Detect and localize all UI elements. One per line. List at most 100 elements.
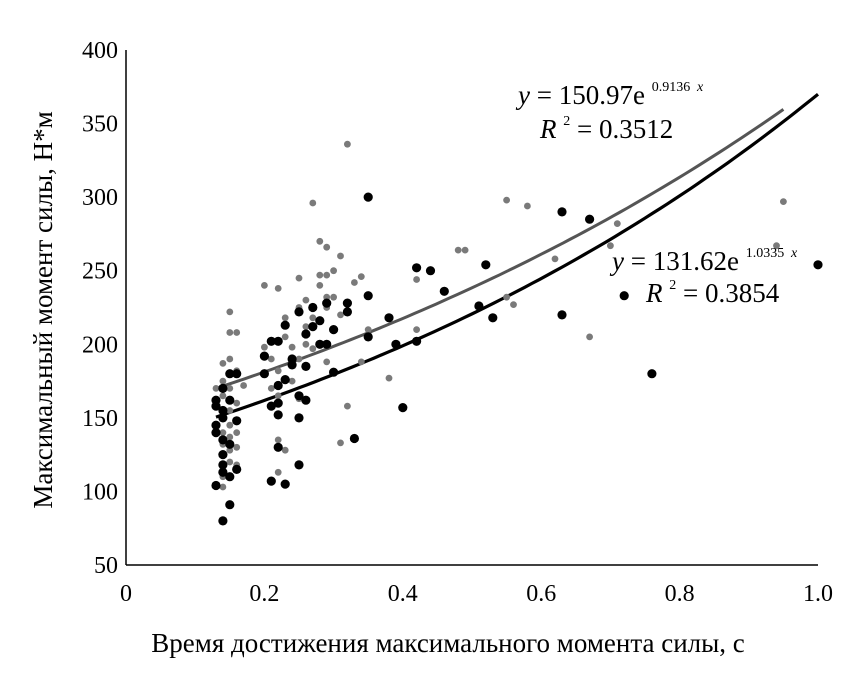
data-point-series-2 <box>218 383 228 393</box>
trend-lines <box>215 92 820 419</box>
data-point-series-1 <box>302 323 310 330</box>
equation-upper: y = 150.97e 0.9136 x <box>515 67 704 110</box>
data-point-series-1 <box>357 358 365 366</box>
data-point-series-1 <box>385 374 393 382</box>
data-point-series-1 <box>226 433 234 441</box>
r2-lower-value: = 0.3854 <box>683 278 780 308</box>
data-point-series-1 <box>219 392 227 400</box>
x-tick-label: 0.2 <box>249 581 279 607</box>
data-point-series-1 <box>607 242 614 250</box>
data-point-series-2 <box>218 413 228 423</box>
data-point-series-2 <box>301 361 311 371</box>
data-point-series-1 <box>323 271 331 279</box>
y-tick-label: 50 <box>94 553 118 579</box>
data-point-series-1 <box>316 282 324 289</box>
data-point-series-2 <box>273 442 283 452</box>
data-point-series-1 <box>274 436 282 444</box>
data-point-series-1 <box>240 382 248 389</box>
x-tick-label: 0.4 <box>388 581 418 607</box>
data-point-series-2 <box>218 450 228 460</box>
y-tick-label: 200 <box>82 332 118 358</box>
data-point-series-2 <box>211 428 221 438</box>
data-point-series-2 <box>259 351 269 361</box>
data-point-series-2 <box>218 435 228 445</box>
y-tick-label: 150 <box>82 406 118 432</box>
data-point-series-2 <box>813 260 823 270</box>
data-point-series-1 <box>295 355 303 363</box>
data-point-series-2 <box>412 336 422 346</box>
equation-upper-coef: 150.97e <box>559 80 645 110</box>
r2-upper: R 2 = 0.3512 <box>539 101 673 144</box>
data-point-series-2 <box>488 313 498 323</box>
data-point-series-1 <box>586 333 593 341</box>
data-point-series-2 <box>294 460 304 470</box>
data-point-series-1 <box>337 252 344 260</box>
data-point-series-1 <box>773 242 780 250</box>
data-point-series-2 <box>266 401 276 411</box>
data-point-series-2 <box>225 369 235 379</box>
data-point-series-2 <box>315 316 325 326</box>
x-axis-title: Время достижения максимального момента с… <box>151 628 745 658</box>
data-point-series-2 <box>273 380 283 391</box>
data-point-series-1 <box>461 246 469 254</box>
data-point-series-1 <box>613 220 621 228</box>
data-point-series-1 <box>274 285 282 292</box>
data-point-series-2 <box>301 329 311 339</box>
data-point-series-1 <box>337 439 344 447</box>
x-tick-label: 0.6 <box>526 581 556 607</box>
x-tick-label: 1.0 <box>803 581 833 607</box>
data-point-series-1 <box>344 402 351 410</box>
data-point-series-2 <box>412 263 422 273</box>
data-point-series-1 <box>323 358 331 366</box>
data-point-series-2 <box>322 339 332 349</box>
y-axis-title: Максимальный момент силы, Н*м <box>28 111 58 508</box>
data-point-series-2 <box>329 367 339 377</box>
data-point-series-2 <box>218 467 228 477</box>
data-point-series-2 <box>557 310 567 320</box>
data-point-series-2 <box>280 320 290 330</box>
data-point-series-1 <box>288 343 296 351</box>
y-tick-label: 350 <box>82 112 118 138</box>
data-point-series-2 <box>439 286 449 296</box>
data-point-series-1 <box>212 385 220 392</box>
data-point-series-1 <box>219 429 227 436</box>
trend-line-series-2 <box>215 92 820 419</box>
data-point-series-1 <box>503 196 510 204</box>
data-point-series-1 <box>261 343 268 351</box>
data-point-series-1 <box>226 385 234 392</box>
data-point-series-2 <box>363 192 373 202</box>
data-point-series-2 <box>225 472 235 482</box>
data-point-series-1 <box>295 274 303 282</box>
data-point-series-2 <box>287 360 297 370</box>
data-point-series-2 <box>322 298 332 308</box>
data-point-series-2 <box>363 332 373 342</box>
equation-upper-exp: 0.9136 <box>652 80 691 95</box>
data-point-series-2 <box>211 420 221 430</box>
y-tick-label: 100 <box>82 479 118 505</box>
r2-lower-exp: 2 <box>669 278 676 293</box>
data-point-series-2 <box>273 336 283 346</box>
x-tick-labels: 0 0.2 0.4 0.6 0.8 1.0 <box>120 581 833 607</box>
equation-lower-lhs: y <box>609 246 624 276</box>
data-points <box>211 140 823 526</box>
data-point-series-1 <box>551 255 559 263</box>
data-point-series-2 <box>391 339 401 349</box>
data-point-series-1 <box>267 355 275 363</box>
data-point-series-2 <box>232 416 242 426</box>
data-point-series-2 <box>225 439 235 449</box>
data-point-series-2 <box>557 207 567 217</box>
data-point-series-2 <box>294 307 304 317</box>
equation-lower: y = 131.62e 1.0335 x <box>609 233 798 276</box>
r2-upper-label: R <box>539 114 557 144</box>
data-point-series-1 <box>780 198 787 206</box>
data-point-series-1 <box>281 314 289 322</box>
data-point-series-2 <box>308 322 318 332</box>
y-tick-labels: 50 100 150 200 250 300 350 400 <box>82 38 118 579</box>
data-point-series-1 <box>233 443 241 451</box>
data-point-series-1 <box>309 199 317 207</box>
data-point-series-1 <box>219 483 227 491</box>
data-point-series-2 <box>273 398 283 408</box>
data-point-series-2 <box>259 369 269 379</box>
data-point-series-2 <box>218 460 228 470</box>
